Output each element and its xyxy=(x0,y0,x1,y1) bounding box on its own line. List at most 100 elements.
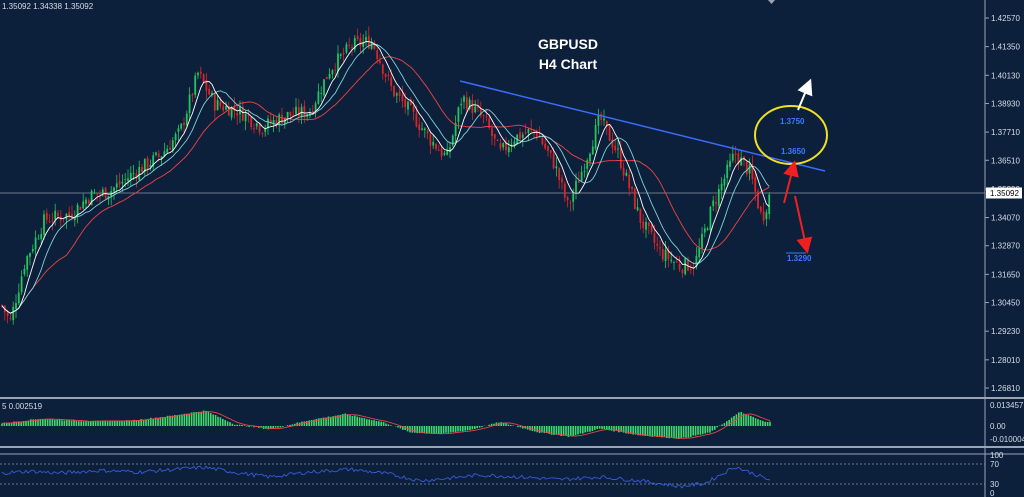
macd-bar xyxy=(114,421,116,426)
candle-body xyxy=(650,225,653,233)
macd-bar xyxy=(121,420,123,426)
candle-body xyxy=(457,107,460,123)
macd-bar xyxy=(471,426,474,430)
macd-bar xyxy=(358,417,361,426)
candle-body xyxy=(317,91,320,104)
candle-body xyxy=(129,173,132,179)
macd-bar xyxy=(630,426,632,434)
macd-bar xyxy=(673,426,675,439)
candle-body xyxy=(213,93,216,111)
macd-bar xyxy=(610,426,613,431)
macd-bar xyxy=(171,415,174,426)
candle-body xyxy=(687,259,689,271)
candle-body xyxy=(409,99,412,106)
candle-body xyxy=(586,160,589,169)
candle-body xyxy=(143,158,146,173)
candle-body xyxy=(272,119,275,125)
candle-body xyxy=(594,125,597,149)
macd-bar xyxy=(682,426,685,438)
macd-bar xyxy=(106,421,109,426)
price-tick-label: 1.42570 xyxy=(991,14,1020,23)
macd-bar xyxy=(582,426,584,434)
macd-bar xyxy=(478,426,481,428)
rsi-line xyxy=(1,465,771,489)
macd-bar xyxy=(766,421,769,426)
macd-bar xyxy=(274,426,277,428)
rebound-arrow-icon[interactable] xyxy=(783,160,799,204)
macd-bar xyxy=(488,424,490,426)
macd-bar xyxy=(306,421,308,426)
bullish-arrow-icon[interactable] xyxy=(797,78,813,111)
candle-body xyxy=(418,124,421,130)
macd-bar xyxy=(200,411,202,426)
candle-body xyxy=(717,188,720,207)
macd-bar xyxy=(560,426,562,436)
bearish-arrow-icon[interactable] xyxy=(794,195,813,254)
candle-body xyxy=(558,168,561,180)
chart-shift-marker-icon[interactable] xyxy=(768,0,775,4)
candle-body xyxy=(527,129,530,133)
macd-bar xyxy=(378,421,380,426)
candle-body xyxy=(384,73,387,77)
macd-bar xyxy=(111,420,114,426)
macd-bar xyxy=(764,421,766,426)
candle-body xyxy=(765,212,768,220)
macd-bar xyxy=(414,426,416,433)
macd-bar xyxy=(536,426,538,433)
candle-body xyxy=(348,45,351,47)
macd-bar xyxy=(469,426,471,431)
macd-bar xyxy=(231,423,234,426)
resistance-trendline[interactable] xyxy=(459,80,826,172)
candle-body xyxy=(43,214,45,235)
candle-body xyxy=(605,120,608,127)
macd-bar xyxy=(85,421,87,426)
macd-bar xyxy=(44,419,46,426)
macd-bar xyxy=(745,414,747,426)
macd-bar xyxy=(140,419,142,426)
macd-bar xyxy=(152,418,154,426)
candle-body xyxy=(762,210,765,221)
candle-body xyxy=(622,167,625,176)
candle-body xyxy=(138,167,141,180)
price-tick-label: 1.28010 xyxy=(991,356,1020,365)
candle-body xyxy=(157,153,160,157)
candle-body xyxy=(555,166,558,169)
macd-bar xyxy=(202,410,205,426)
candle-body xyxy=(258,124,261,133)
macd-bar xyxy=(176,415,178,426)
macd-bar xyxy=(574,426,577,436)
candle-body xyxy=(40,234,43,240)
macd-bar xyxy=(30,419,32,426)
candle-body xyxy=(202,74,205,83)
candle-body xyxy=(9,318,12,319)
macd-bar xyxy=(579,426,582,434)
macd-bar xyxy=(236,424,238,426)
macd-bar xyxy=(627,426,630,434)
macd-bar xyxy=(61,420,63,426)
macd-bar xyxy=(390,425,392,426)
candle-body xyxy=(614,145,617,151)
macd-bar xyxy=(346,414,349,426)
candle-body xyxy=(754,177,757,192)
candle-body xyxy=(37,238,40,240)
macd-bar xyxy=(80,421,82,426)
candle-body xyxy=(751,163,754,180)
macd-bar xyxy=(584,426,586,433)
candle-body xyxy=(398,91,401,96)
candle-body xyxy=(278,114,281,126)
candle-body xyxy=(96,193,99,195)
macd-bar xyxy=(742,413,745,426)
macd-bar xyxy=(90,421,92,426)
candle-body xyxy=(465,97,468,110)
macd-bar xyxy=(670,426,673,438)
macd-tick-zero: 0.00 xyxy=(990,422,1006,431)
macd-bar xyxy=(277,426,279,428)
candle-body xyxy=(611,139,614,148)
candle-body xyxy=(496,140,499,141)
macd-bar xyxy=(692,426,694,436)
candle-body xyxy=(121,181,124,184)
candle-body xyxy=(729,160,731,167)
macd-bar xyxy=(339,414,342,426)
candle-body xyxy=(463,96,465,102)
